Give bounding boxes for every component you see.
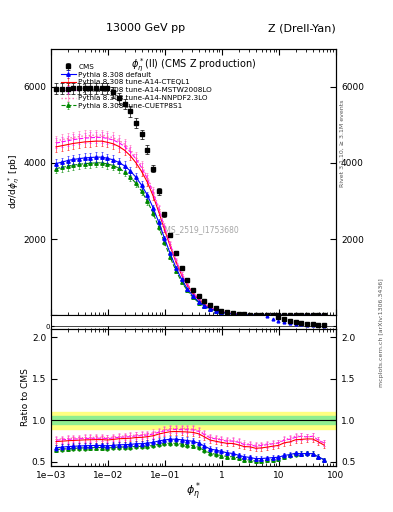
Text: CMS_2519_I1753680: CMS_2519_I1753680 — [160, 225, 239, 234]
Bar — [51, 412, 336, 429]
Legend: CMS, Pythia 8.308 default, Pythia 8.308 tune-A14-CTEQL1, Pythia 8.308 tune-A14-M: CMS, Pythia 8.308 default, Pythia 8.308 … — [59, 61, 214, 111]
Y-axis label: Ratio to CMS: Ratio to CMS — [22, 369, 31, 426]
Text: 13000 GeV pp: 13000 GeV pp — [106, 23, 185, 33]
X-axis label: $\phi^*_{\eta}$: $\phi^*_{\eta}$ — [186, 481, 201, 503]
Bar — [51, 416, 336, 424]
Y-axis label: d$\sigma$/d$\phi^*_{\eta}$ [pb]: d$\sigma$/d$\phi^*_{\eta}$ [pb] — [6, 154, 22, 209]
Text: Z (Drell-Yan): Z (Drell-Yan) — [268, 23, 336, 33]
Text: Rivet 3.1.10, ≥ 3.1M events: Rivet 3.1.10, ≥ 3.1M events — [340, 100, 345, 187]
Text: mcplots.cern.ch [arXiv:1306.3436]: mcplots.cern.ch [arXiv:1306.3436] — [379, 279, 384, 387]
Text: $\phi^*_{\eta}$(ll) (CMS Z production): $\phi^*_{\eta}$(ll) (CMS Z production) — [131, 57, 256, 74]
